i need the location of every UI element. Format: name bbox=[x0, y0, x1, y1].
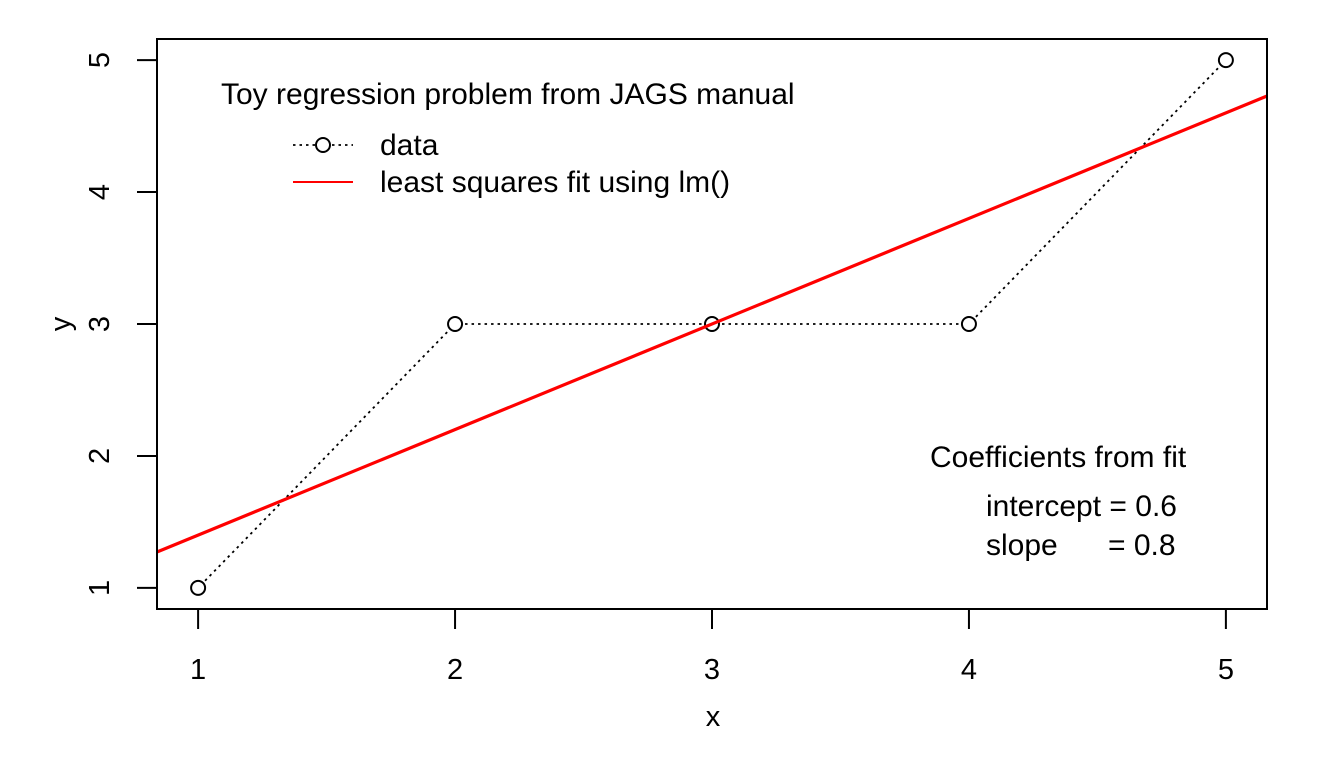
data-segment bbox=[975, 66, 1220, 318]
intercept-label: intercept = 0.6 bbox=[986, 490, 1177, 523]
coefficients-annotation: Coefficients from fit intercept = 0.6 sl… bbox=[930, 441, 1187, 562]
slope-value: = 0.8 bbox=[1108, 529, 1176, 562]
y-tick-label: 2 bbox=[84, 448, 116, 464]
coefficients-title: Coefficients from fit bbox=[930, 441, 1187, 474]
legend-title: Toy regression problem from JAGS manual bbox=[221, 78, 795, 111]
data-point bbox=[1217, 52, 1234, 69]
data-point bbox=[447, 316, 464, 332]
y-tick-label: 5 bbox=[84, 52, 116, 68]
legend: Toy regression problem from JAGS manual … bbox=[221, 78, 795, 199]
x-tick-label: 3 bbox=[704, 654, 720, 686]
x-tick-label: 2 bbox=[447, 654, 463, 686]
y-tick-label: 1 bbox=[84, 580, 116, 596]
data-point bbox=[190, 579, 207, 596]
y-axis-label: y bbox=[45, 316, 77, 331]
y-tick-label: 3 bbox=[84, 316, 116, 332]
legend-data-label: data bbox=[380, 129, 439, 162]
plot-layer: 1 2 3 4 5 1 2 3 4 5 x y bbox=[45, 38, 1268, 733]
x-tick-label: 4 bbox=[961, 654, 977, 686]
x-tick-label: 1 bbox=[190, 654, 206, 686]
slope-label: slope bbox=[986, 529, 1058, 562]
y-tick-label: 4 bbox=[84, 184, 116, 200]
data-point bbox=[960, 316, 977, 332]
data-segment bbox=[204, 330, 449, 582]
legend-data-marker-sample bbox=[315, 137, 331, 153]
x-tick-label: 5 bbox=[1218, 654, 1234, 686]
x-axis-label: x bbox=[706, 701, 721, 733]
fit-line bbox=[157, 94, 1267, 554]
legend-fit-label: least squares fit using lm() bbox=[380, 166, 730, 199]
